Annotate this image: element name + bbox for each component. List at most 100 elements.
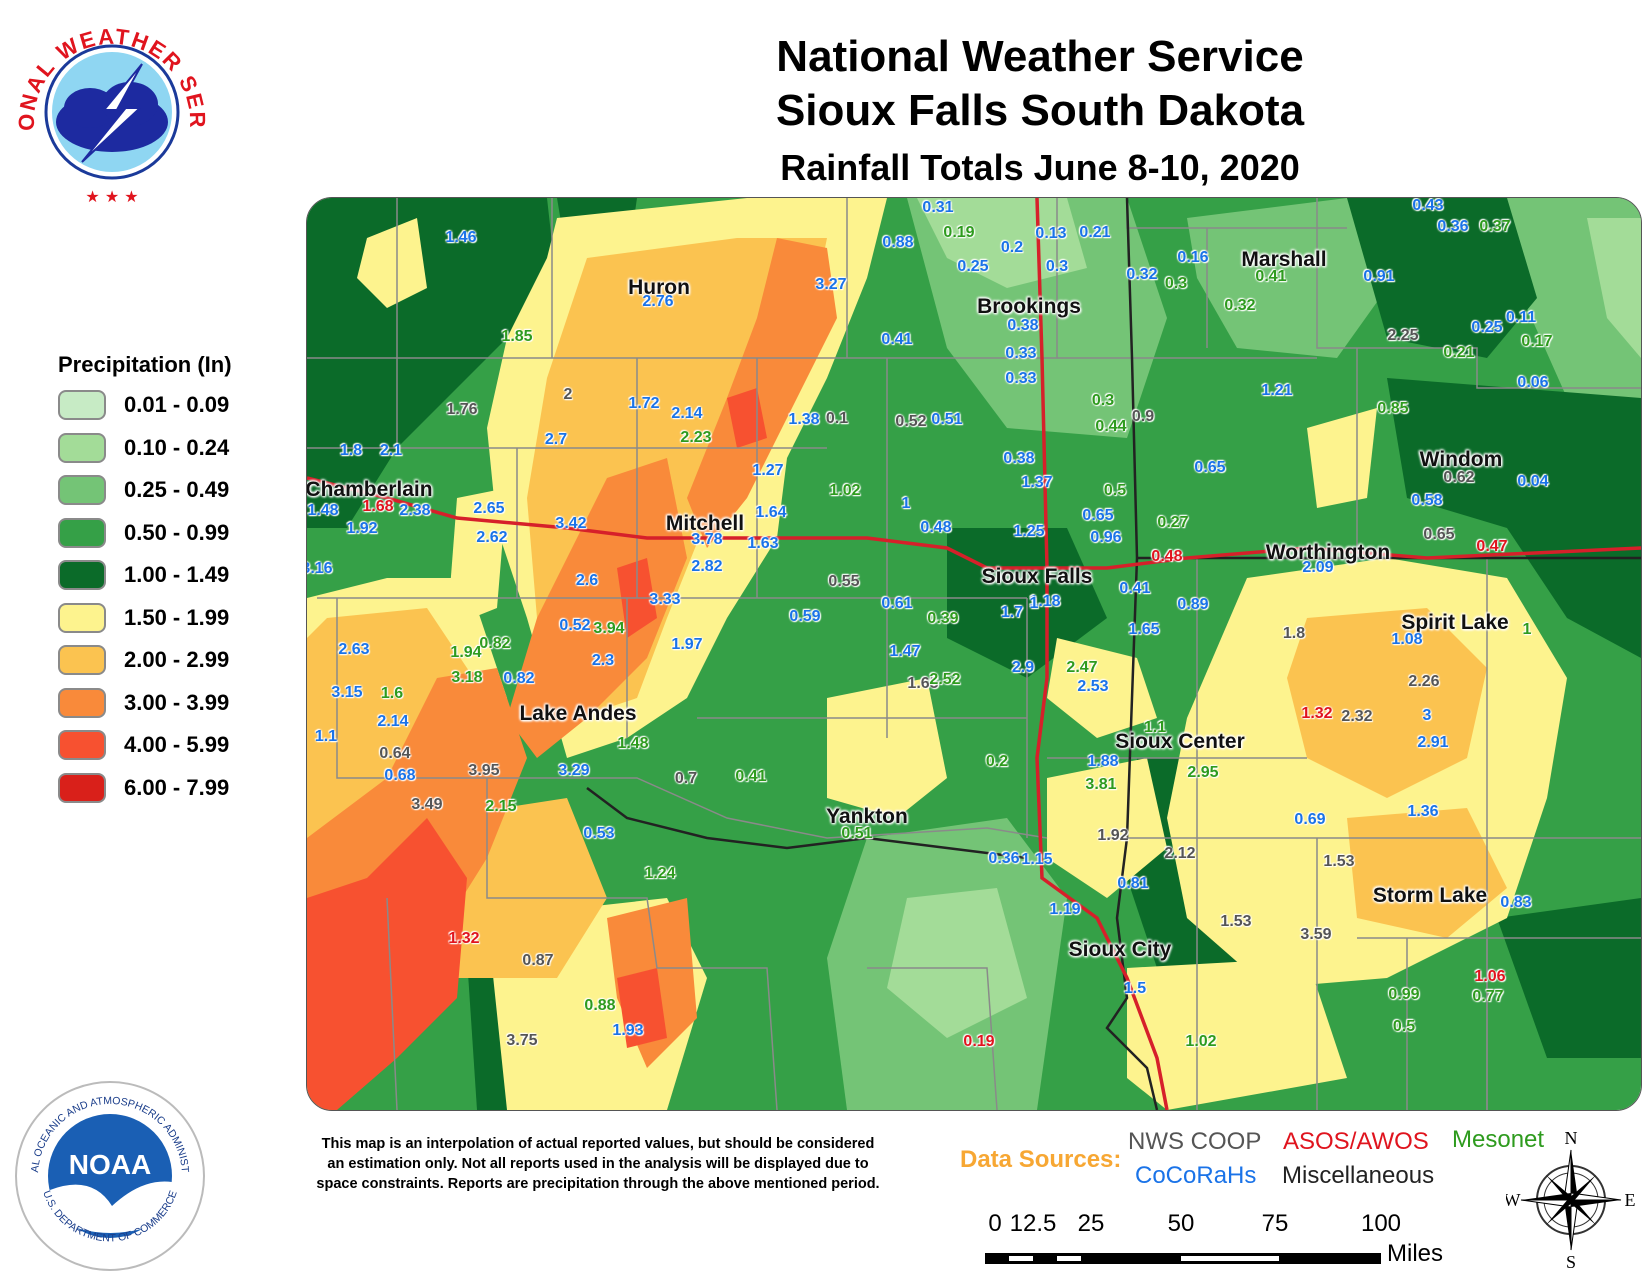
observation-value: 3.33 (649, 591, 681, 608)
observation-value: 2.53 (1077, 678, 1109, 695)
observation-value: 0.96 (1090, 529, 1122, 546)
city-label: Mitchell (665, 512, 745, 535)
precip-zone-sw-heavy (307, 818, 467, 1110)
observation-value: 0.87 (522, 952, 554, 969)
source-nws-coop: NWS COOP (1128, 1128, 1262, 1155)
observation-value: 0.65 (1194, 459, 1226, 476)
observation-value: 0.7 (674, 770, 698, 787)
observation-value: 3.94 (593, 620, 625, 637)
observation-value: 0.36 (1437, 218, 1469, 235)
observation-value: 1.63 (747, 535, 779, 552)
observation-value: 1.85 (501, 328, 533, 345)
legend-swatch (58, 730, 106, 761)
observation-value: 0.52 (895, 413, 927, 430)
observation-value: 0.88 (882, 234, 914, 251)
observation-value: 0.19 (963, 1033, 995, 1050)
legend-item: 6.00 - 7.99 (58, 767, 273, 810)
observation-value: 0.32 (1126, 266, 1158, 283)
observation-value: 1.94 (450, 644, 482, 661)
observation-value: 2.95 (1187, 764, 1219, 781)
observation-value: 1.48 (617, 735, 649, 752)
observation-value: 2.15 (485, 798, 517, 815)
observation-value: 3.27 (815, 276, 847, 293)
observation-value: 0.11 (1505, 309, 1537, 326)
observation-value: 3.18 (451, 669, 483, 686)
observation-value: 0.38 (1003, 450, 1035, 467)
precip-zone-marshall (1187, 198, 1387, 358)
precip-zone-ne-light (1587, 218, 1641, 358)
observation-value: 2.82 (691, 558, 723, 575)
observation-value: 1.02 (1185, 1033, 1217, 1050)
observation-value: 0.3 (1091, 392, 1115, 409)
observation-value: 0.04 (1517, 473, 1549, 490)
precip-zone-south-light (887, 888, 1027, 1038)
observation-value: 0.58 (1411, 492, 1443, 509)
observation-value: 0.39 (927, 610, 959, 627)
title-line-3: Rainfall Totals June 8-10, 2020 (780, 147, 1300, 188)
observation-value: 1.37 (1021, 474, 1053, 491)
observation-value: 1.53 (1220, 913, 1252, 930)
legend-label: 0.25 - 0.49 (124, 477, 230, 503)
observation-value: 2.14 (377, 713, 409, 730)
disclaimer-line-2: an estimation only. Not all reports used… (327, 1156, 869, 1172)
title-line-1: National Weather Service (776, 32, 1304, 81)
city-label: Sioux Falls (981, 565, 1093, 588)
observation-value: 1.15 (1021, 851, 1053, 868)
observation-value: 1.5 (1123, 980, 1147, 997)
legend-label: 0.50 - 0.99 (124, 519, 230, 545)
legend-swatch (58, 432, 106, 463)
data-sources-label: Data Sources: (960, 1146, 1122, 1173)
legend-item: 0.50 - 0.99 (58, 512, 273, 555)
observation-value: 0.21 (1079, 224, 1111, 241)
observation-value: 1.46 (445, 229, 477, 246)
observation-value: 0.32 (1224, 297, 1256, 314)
legend-swatch (58, 560, 106, 591)
source-asos-awos: ASOS/AWOS (1283, 1128, 1429, 1155)
observation-value: 0.89 (1177, 596, 1209, 613)
city-label: Brookings (977, 295, 1081, 318)
observation-value: 3.29 (558, 762, 590, 779)
legend-item: 4.00 - 5.99 (58, 724, 273, 767)
observation-value: 0.65 (1423, 526, 1455, 543)
noaa-center-text: NOAA (69, 1149, 151, 1180)
city-label: Spirit Lake (1401, 611, 1509, 634)
scale-unit: Miles (1387, 1240, 1444, 1267)
observation-value: 1.36 (1407, 803, 1439, 820)
observation-value: 1.92 (346, 520, 378, 537)
precip-zone-stormlake-orange (1287, 608, 1487, 798)
observation-value: 0.82 (503, 670, 535, 687)
observation-value: 0.38 (1007, 317, 1039, 334)
observation-value: 1.93 (612, 1022, 644, 1039)
observation-value: 2.9 (1011, 659, 1035, 676)
interstate-highways (307, 198, 1641, 1110)
observation-value: 1.1 (1143, 719, 1167, 736)
city-label: Lake Andes (519, 702, 637, 725)
observation-value: 0.06 (1517, 374, 1549, 391)
observation-value: 2.65 (473, 500, 505, 517)
observation-value: 2.63 (338, 641, 370, 658)
legend-title: Precipitation (In) (58, 352, 232, 377)
observation-value: 2.62 (476, 529, 508, 546)
legend-rows: 0.01 - 0.09 0.10 - 0.24 0.25 - 0.49 0.50 - … (58, 384, 273, 809)
observation-value: 3.81 (1085, 776, 1117, 793)
observation-value: 3.42 (555, 515, 587, 532)
city-label: Windom (1419, 448, 1503, 471)
data-sources: Data Sources: NWS COOP ASOS/AWOS Mesonet… (960, 1124, 1560, 1194)
disclaimer: This map is an interpolation of actual r… (268, 1134, 928, 1194)
observation-value: 2.3 (591, 652, 615, 669)
observation-value: 1.06 (1474, 968, 1506, 985)
observation-value: 1.68 (362, 498, 394, 515)
scale-bar-graphic (985, 1253, 1381, 1264)
legend-swatch (58, 602, 106, 633)
observation-value: 2.14 (671, 405, 703, 422)
scale-label: 100 (1360, 1210, 1402, 1237)
legend-label: 0.01 - 0.09 (124, 392, 230, 418)
observation-value: 0.36 (988, 850, 1020, 867)
observation-value: 3.49 (411, 796, 443, 813)
precip-zone-marshall-dark (1347, 198, 1537, 358)
observation-value: 0.19 (943, 224, 975, 241)
observation-value: 1.8 (1282, 625, 1306, 642)
city-label: Storm Lake (1372, 884, 1488, 907)
observation-value: 0.81 (1117, 875, 1149, 892)
title-line-2: Sioux Falls South Dakota (775, 86, 1305, 135)
